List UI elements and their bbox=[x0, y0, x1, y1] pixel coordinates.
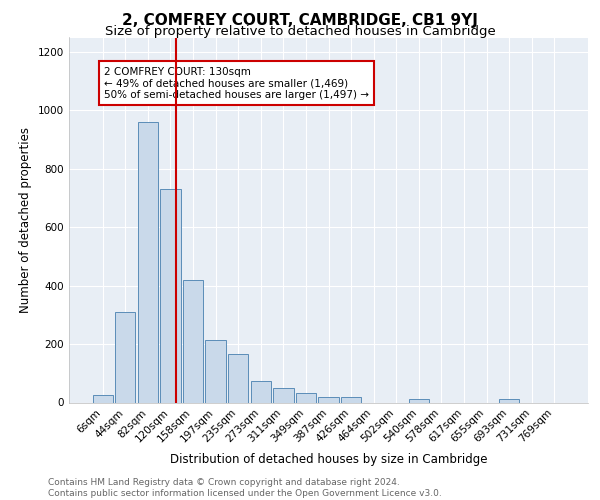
Bar bbox=[341, 397, 361, 402]
Text: Contains HM Land Registry data © Crown copyright and database right 2024.
Contai: Contains HM Land Registry data © Crown c… bbox=[48, 478, 442, 498]
Bar bbox=[183, 280, 203, 402]
Y-axis label: Number of detached properties: Number of detached properties bbox=[19, 127, 32, 313]
Bar bbox=[115, 312, 136, 402]
Bar bbox=[296, 393, 316, 402]
Bar bbox=[409, 399, 429, 402]
Bar bbox=[228, 354, 248, 403]
Bar bbox=[138, 122, 158, 402]
Text: 2 COMFREY COURT: 130sqm
← 49% of detached houses are smaller (1,469)
50% of semi: 2 COMFREY COURT: 130sqm ← 49% of detache… bbox=[104, 66, 369, 100]
Bar bbox=[319, 397, 338, 402]
Text: 2, COMFREY COURT, CAMBRIDGE, CB1 9YJ: 2, COMFREY COURT, CAMBRIDGE, CB1 9YJ bbox=[122, 12, 478, 28]
Bar bbox=[92, 395, 113, 402]
Text: Size of property relative to detached houses in Cambridge: Size of property relative to detached ho… bbox=[104, 25, 496, 38]
Bar bbox=[273, 388, 293, 402]
Bar bbox=[160, 190, 181, 402]
Bar bbox=[205, 340, 226, 402]
X-axis label: Distribution of detached houses by size in Cambridge: Distribution of detached houses by size … bbox=[170, 452, 487, 466]
Bar bbox=[251, 380, 271, 402]
Bar bbox=[499, 399, 519, 402]
